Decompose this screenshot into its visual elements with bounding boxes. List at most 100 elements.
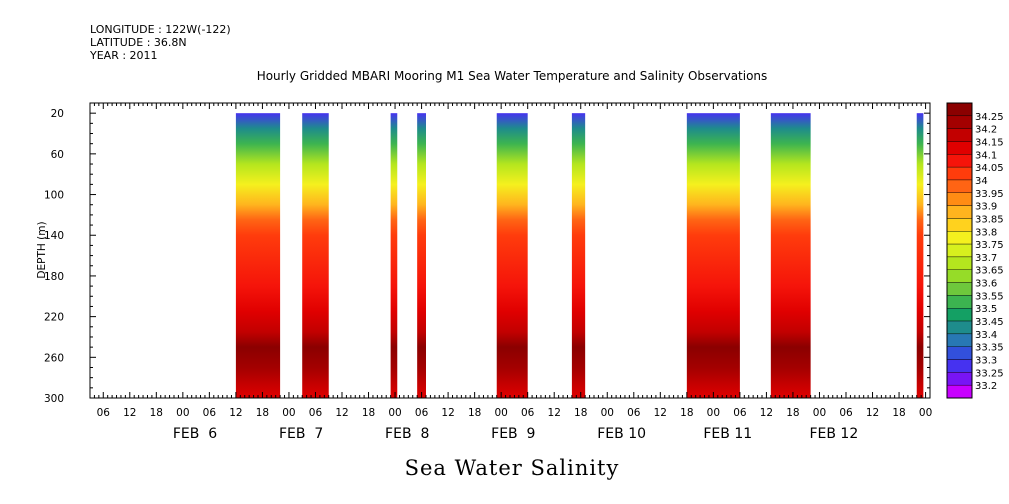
- year-label: YEAR : 2011: [90, 49, 158, 62]
- colorbar-label: 34: [975, 176, 988, 187]
- data-segment-0: [235, 113, 281, 398]
- colorbar-swatch: [946, 102, 973, 117]
- data-segment-4: [496, 113, 528, 398]
- x-tick-label: 06: [203, 407, 217, 419]
- y-axis: 20 60 100 140 180 220 260 300: [44, 102, 930, 405]
- colorbar-label: 33.55: [975, 291, 1004, 302]
- y-tick-label: 300: [44, 393, 64, 405]
- x-tick-label: 12: [335, 407, 348, 419]
- x-axis-label: Sea Water Salinity: [405, 456, 620, 480]
- x-day-label: FEB 10: [597, 426, 646, 442]
- colorbar-label: 34.25: [975, 112, 1004, 123]
- colorbar-swatch: [946, 205, 973, 219]
- x-tick-label: 18: [574, 407, 587, 419]
- x-tick-label: 18: [468, 407, 481, 419]
- y-tick-label: 140: [44, 230, 64, 242]
- x-tick-label: 06: [521, 407, 535, 419]
- colorbar-label: 33.75: [975, 240, 1004, 251]
- colorbar-swatch: [946, 154, 973, 168]
- x-tick-label: 00: [601, 407, 614, 419]
- y-tick-label: 20: [51, 108, 64, 120]
- colorbar-swatch: [946, 179, 973, 193]
- colorbar-label: 34.15: [975, 137, 1004, 148]
- x-tick-label: 00: [494, 407, 507, 419]
- colorbar-swatch: [946, 256, 973, 270]
- x-tick-label: 00: [813, 407, 826, 419]
- colorbar-swatch: [946, 141, 973, 155]
- x-tick-label: 06: [733, 407, 747, 419]
- x-tick-label: 12: [866, 407, 879, 419]
- colorbar-frame: [946, 102, 973, 399]
- x-tick-label: 12: [760, 407, 773, 419]
- y-tick-label: 260: [44, 352, 64, 364]
- data-segment-1: [302, 113, 329, 398]
- colorbar-label: 33.45: [975, 317, 1004, 328]
- colorbar-swatch: [946, 372, 973, 386]
- colorbar-label: 33.9: [975, 202, 997, 213]
- x-axis: 06 12 18 00 06 12 18 00 06 12 18 00 06 12 18 00 06 12 18 00…: [89, 103, 932, 442]
- colorbar-swatch: [946, 320, 973, 335]
- colorbar-swatch: [946, 282, 973, 296]
- x-tick-label: 18: [256, 407, 269, 419]
- colorbar-swatch: [946, 166, 973, 181]
- colorbar-swatch: [946, 115, 973, 129]
- colorbar-label: 33.35: [975, 343, 1004, 354]
- data-segment-6: [686, 113, 740, 398]
- x-day-label: FEB 9: [491, 426, 535, 442]
- colorbar-label: 33.8: [975, 227, 997, 238]
- colorbar-label: 33.6: [975, 279, 997, 290]
- colorbar-swatch: [946, 218, 973, 232]
- chart-title: Hourly Gridded MBARI Mooring M1 Sea Wate…: [257, 69, 768, 83]
- x-tick-label: 00: [388, 407, 401, 419]
- y-tick-label: 60: [51, 149, 64, 161]
- colorbar-swatch: [946, 231, 973, 245]
- colorbar-swatch: [946, 384, 973, 399]
- colorbar-label: 33.25: [975, 368, 1004, 379]
- colorbar-swatch: [946, 308, 973, 322]
- latitude-label: LATITUDE : 36.8N: [90, 36, 187, 49]
- colorbar-label: 34.05: [975, 163, 1004, 174]
- x-tick-label: 18: [150, 407, 163, 419]
- x-tick-label: 18: [362, 407, 375, 419]
- x-tick-label: 18: [786, 407, 799, 419]
- colorbar-swatch: [946, 128, 973, 142]
- x-day-label: FEB 8: [385, 426, 429, 442]
- y-tick-label: 180: [44, 271, 64, 283]
- x-tick-label: 06: [839, 407, 853, 419]
- x-tick-label: 12: [123, 407, 136, 419]
- x-tick-label: 18: [680, 407, 693, 419]
- data-segment-5: [571, 113, 586, 398]
- x-tick-label: 06: [309, 407, 323, 419]
- colorbar-label: 33.2: [975, 381, 997, 392]
- data-segments: [235, 113, 924, 398]
- y-tick-label: 220: [44, 312, 64, 324]
- colorbar-swatch: [946, 346, 973, 360]
- x-tick-label: 00: [919, 407, 932, 419]
- colorbar-label: 33.5: [975, 304, 997, 315]
- x-tick-label: 12: [229, 407, 242, 419]
- colorbar-swatch: [946, 295, 973, 309]
- colorbar: 34.25 34.234.15 34.1 34.05 34 33.95 33.933.85 3…: [946, 102, 1004, 399]
- colorbar-label: 33.85: [975, 214, 1004, 225]
- x-day-label: FEB 7: [279, 426, 323, 442]
- data-segment-7: [770, 113, 811, 398]
- colorbar-label: 33.4: [975, 330, 997, 341]
- colorbar-label: 33.7: [975, 253, 997, 264]
- x-day-label: FEB 6: [173, 426, 217, 442]
- x-tick-label: 12: [654, 407, 667, 419]
- x-tick-label: 00: [176, 407, 189, 419]
- colorbar-label: 34.2: [975, 125, 997, 136]
- x-tick-label: 12: [548, 407, 561, 419]
- data-segment-3: [417, 113, 426, 398]
- data-segment-8: [916, 113, 924, 398]
- colorbar-label: 33.3: [975, 356, 997, 367]
- x-tick-label: 18: [892, 407, 905, 419]
- x-day-label: FEB 11: [703, 426, 752, 442]
- data-segment-2: [390, 113, 398, 398]
- x-tick-label: 00: [707, 407, 720, 419]
- x-tick-label: 06: [627, 407, 641, 419]
- x-tick-label: 00: [282, 407, 295, 419]
- colorbar-swatch: [946, 269, 973, 283]
- x-tick-label: 06: [415, 407, 429, 419]
